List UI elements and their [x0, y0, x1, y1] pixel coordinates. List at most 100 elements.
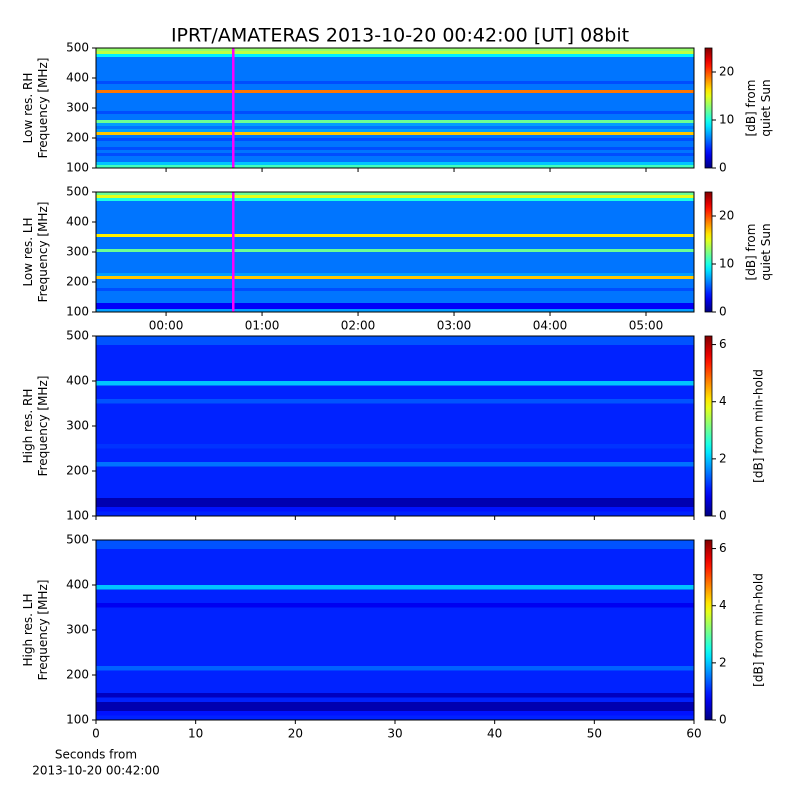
heatmap-band [96, 141, 694, 144]
y-axis-label: Frequency [MHz] [36, 376, 50, 477]
y-tick-label: 500 [66, 329, 89, 343]
heatmap-band [96, 198, 694, 201]
heatmap-band [96, 511, 694, 516]
heatmap-band [96, 69, 694, 72]
heatmap-band [96, 403, 694, 408]
heatmap-band [96, 201, 694, 204]
heatmap-band [96, 603, 694, 608]
heatmap-band [96, 363, 694, 368]
heatmap-band [96, 489, 694, 494]
y-tick-label: 100 [66, 305, 89, 319]
heatmap-band [96, 111, 694, 114]
heatmap-band [96, 156, 694, 159]
heatmap-band [96, 306, 694, 309]
chart-title: IPRT/AMATERAS 2013-10-20 00:42:00 [UT] 0… [171, 25, 629, 47]
heatmap-band [96, 282, 694, 285]
colorbar-label: quiet Sun [759, 223, 773, 280]
heatmap-band [96, 580, 694, 585]
heatmap-band [96, 657, 694, 662]
heatmap-band [96, 616, 694, 621]
heatmap-band [96, 249, 694, 252]
heatmap-band [96, 234, 694, 237]
y-tick-label: 400 [66, 215, 89, 229]
heatmap-band [96, 57, 694, 60]
heatmap-band [96, 240, 694, 243]
heatmap-band [96, 661, 694, 666]
colorbar-label: [dB] from min-hold [752, 573, 766, 687]
heatmap-band [96, 585, 694, 590]
x-tick-label: 10 [188, 727, 203, 741]
heatmap-band [96, 367, 694, 372]
heatmap-band [96, 126, 694, 129]
colorbar-tick-label: 4 [719, 598, 727, 612]
heatmap-band [96, 697, 694, 702]
heatmap-band [96, 279, 694, 282]
colorbar-tick-label: 4 [719, 394, 727, 408]
heatmap-band [96, 246, 694, 249]
colorbar-label: [dB] from [744, 224, 758, 281]
heatmap-band [96, 607, 694, 612]
colorbar-tick-label: 10 [719, 113, 734, 127]
heatmap-band [96, 426, 694, 431]
heatmap-band [96, 138, 694, 141]
heatmap-band [96, 300, 694, 303]
y-axis-label: High res. LH [21, 593, 35, 666]
heatmap-band [96, 54, 694, 57]
heatmap-band [96, 684, 694, 689]
x-tick-label: 40 [487, 727, 502, 741]
y-tick-label: 300 [66, 245, 89, 259]
y-axis-label: High res. RH [21, 389, 35, 464]
colorbar-tick-label: 2 [719, 655, 727, 669]
heatmap-band [96, 150, 694, 153]
heatmap-band [96, 114, 694, 117]
y-tick-label: 400 [66, 374, 89, 388]
heatmap-band [96, 639, 694, 644]
y-axis-label: Low res. RH [21, 73, 35, 144]
heatmap-band [96, 303, 694, 306]
heatmap-band [96, 147, 694, 150]
heatmap-band [96, 466, 694, 471]
heatmap-band [96, 502, 694, 507]
heatmap-band [96, 453, 694, 458]
y-tick-label: 200 [66, 131, 89, 145]
x-tick-label: 02:00 [341, 319, 376, 333]
colorbar-tick-label: 6 [719, 337, 727, 351]
heatmap-band [96, 484, 694, 489]
heatmap-band [96, 60, 694, 63]
heatmap-band [96, 93, 694, 96]
y-axis-label: Frequency [MHz] [36, 580, 50, 681]
heatmap-band [96, 693, 694, 698]
colorbar-tick-label: 0 [719, 509, 727, 523]
colorbar-tick-label: 20 [719, 209, 734, 223]
x-tick-label: 03:00 [437, 319, 472, 333]
y-tick-label: 200 [66, 275, 89, 289]
heatmap-band [96, 576, 694, 581]
heatmap-band [96, 412, 694, 417]
heatmap-band [96, 99, 694, 102]
y-tick-label: 500 [66, 533, 89, 547]
heatmap-band [96, 294, 694, 297]
heatmap-band [96, 421, 694, 426]
heatmap-band [96, 132, 694, 135]
heatmap-band [96, 222, 694, 225]
heatmap-band [96, 165, 694, 168]
heatmap-band [96, 394, 694, 399]
heatmap-band [96, 475, 694, 480]
heatmap-band [96, 679, 694, 684]
colorbar-tick-label: 0 [719, 161, 727, 175]
y-tick-label: 200 [66, 668, 89, 682]
heatmap-band [96, 264, 694, 267]
heatmap-band [96, 135, 694, 138]
heatmap-band [96, 192, 694, 195]
heatmap-band [96, 51, 694, 54]
heatmap-band [96, 688, 694, 693]
heatmap-band [96, 204, 694, 207]
heatmap-band [96, 258, 694, 261]
heatmap-band [96, 84, 694, 87]
x-tick-label: 50 [587, 727, 602, 741]
heatmap-band [96, 87, 694, 90]
heatmap-band [96, 162, 694, 165]
colorbar-label: [dB] from [744, 80, 758, 137]
x-tick-label: 20 [288, 727, 303, 741]
heatmap-band [96, 129, 694, 132]
